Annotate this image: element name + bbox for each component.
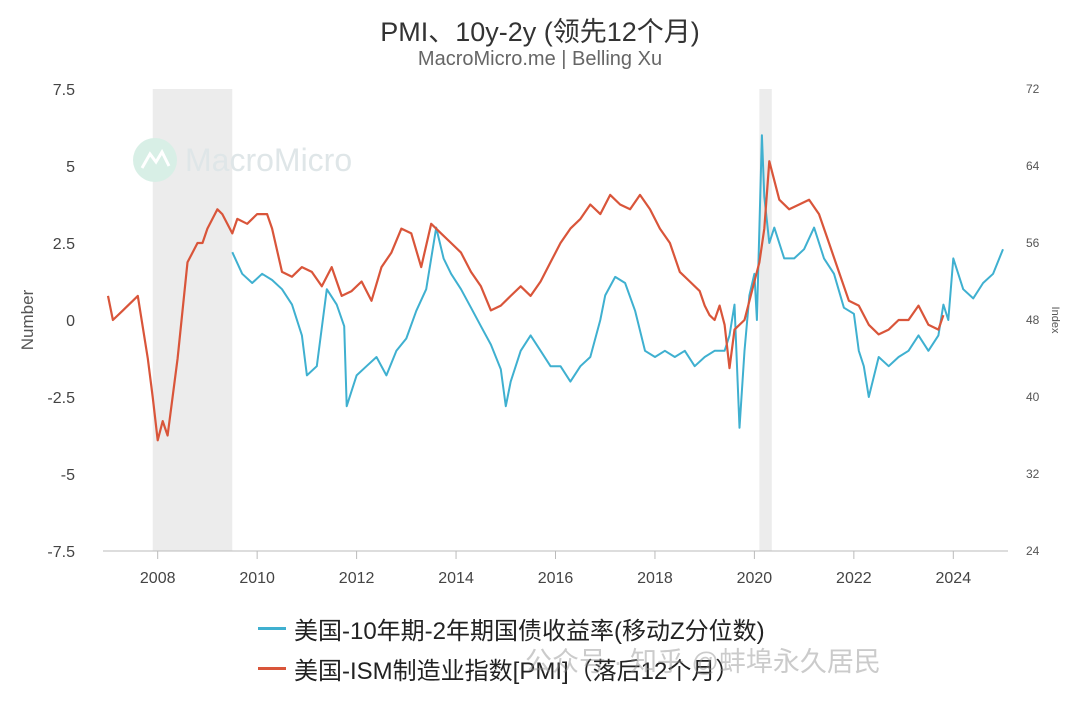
legend-item-series1[interactable]: 美国-10年期-2年期国债收益率(移动Z分位数) xyxy=(258,608,765,648)
series-line-1 xyxy=(231,134,1004,429)
axes: 7.5 5 2.5 0 -2.5 -5 -7.5 72 64 56 48 40 32 24 2008 2010… xyxy=(18,82,1061,587)
left-axis-tick-label-1: 5 xyxy=(66,159,75,176)
legend-swatch-series1 xyxy=(258,626,286,630)
legend-label-series2: 美国-ISM制造业指数[PMI]（落后12个月） xyxy=(294,657,740,685)
x-axis-tick-label-8: 2024 xyxy=(936,570,972,587)
x-axis-tick-label-1: 2010 xyxy=(239,570,275,587)
left-axis-tick-label-5: -5 xyxy=(61,467,75,484)
right-axis-tick-label-0: 72 xyxy=(1026,82,1040,96)
x-axis-tick-label-7: 2022 xyxy=(836,570,872,587)
legend-item-series2[interactable]: 美国-ISM制造业指数[PMI]（落后12个月） xyxy=(258,648,765,688)
chart-subtitle: MacroMicro.me | Belling Xu xyxy=(417,48,663,70)
legend: 美国-10年期-2年期国债收益率(移动Z分位数) 美国-ISM制造业指数[PMI… xyxy=(258,608,765,688)
right-axis-tick-label-2: 56 xyxy=(1026,236,1040,250)
x-axis-tick-label-2: 2012 xyxy=(339,570,375,587)
left-axis-title: Number xyxy=(18,289,37,350)
macromicro-watermark: MacroMicro xyxy=(133,138,352,182)
chart-title: PMI、10y-2y (领先12个月) xyxy=(380,17,700,47)
macromicro-logo-mark xyxy=(140,148,171,169)
right-axis-tick-label-3: 48 xyxy=(1026,313,1040,327)
left-axis-tick-label-0: 7.5 xyxy=(53,82,75,99)
series xyxy=(106,134,1004,442)
right-axis-tick-label-1: 64 xyxy=(1026,159,1040,173)
right-axis-tick-label-4: 40 xyxy=(1026,390,1040,404)
left-axis-tick-label-3: 0 xyxy=(66,313,75,330)
shaded-period-1 xyxy=(759,89,772,551)
x-axis-tick-label-5: 2018 xyxy=(637,570,673,587)
right-axis-tick-label-5: 32 xyxy=(1026,467,1040,481)
chart: MacroMicro 7.5 5 2.5 0 -2.5 -5 -7.5 72 64 56 48 40 3… xyxy=(18,82,1061,587)
right-axis-title: Index xyxy=(1049,307,1061,334)
bottom-watermark: 公众号 · 知乎 @蚌埠永久居民 xyxy=(525,647,881,677)
legend-swatch-series2 xyxy=(258,666,286,670)
x-axis-tick-label-6: 2020 xyxy=(737,570,773,587)
left-axis-tick-label-2: 2.5 xyxy=(53,236,75,253)
series-line-2 xyxy=(106,160,945,442)
legend-label-series1: 美国-10年期-2年期国债收益率(移动Z分位数) xyxy=(294,617,765,645)
x-axis-tick-label-0: 2008 xyxy=(140,570,176,587)
x-axis-tick-label-4: 2016 xyxy=(538,570,574,587)
right-axis-tick-label-6: 24 xyxy=(1026,544,1040,558)
left-axis-tick-label-4: -2.5 xyxy=(47,390,75,407)
macromicro-watermark-text: MacroMicro xyxy=(185,142,352,178)
left-axis-tick-label-6: -7.5 xyxy=(47,544,75,561)
x-axis-tick-label-3: 2014 xyxy=(438,570,474,587)
